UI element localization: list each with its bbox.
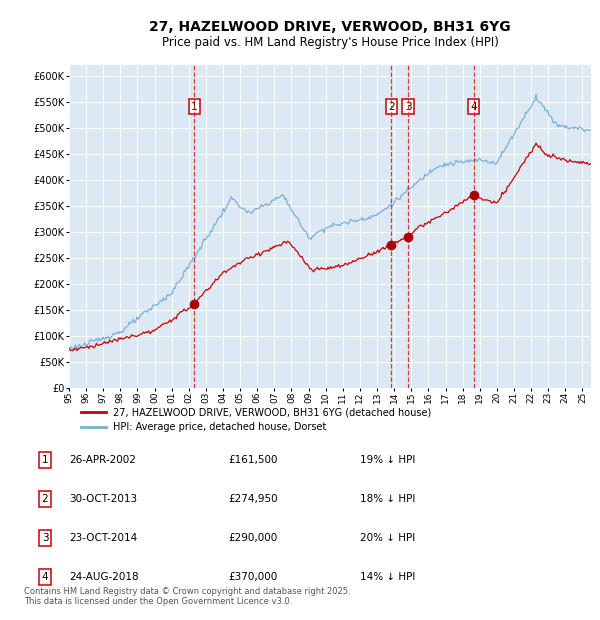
- Text: £290,000: £290,000: [228, 533, 277, 543]
- Text: 14% ↓ HPI: 14% ↓ HPI: [360, 572, 415, 582]
- Text: 23-OCT-2014: 23-OCT-2014: [69, 533, 137, 543]
- Text: Price paid vs. HM Land Registry's House Price Index (HPI): Price paid vs. HM Land Registry's House …: [161, 36, 499, 48]
- Text: £274,950: £274,950: [228, 494, 278, 504]
- Text: 27, HAZELWOOD DRIVE, VERWOOD, BH31 6YG: 27, HAZELWOOD DRIVE, VERWOOD, BH31 6YG: [149, 20, 511, 33]
- Text: 2: 2: [388, 102, 395, 112]
- Text: £370,000: £370,000: [228, 572, 277, 582]
- Text: 4: 4: [41, 572, 49, 582]
- Text: 30-OCT-2013: 30-OCT-2013: [69, 494, 137, 504]
- Text: 26-APR-2002: 26-APR-2002: [69, 455, 136, 465]
- Text: 1: 1: [191, 102, 197, 112]
- Text: 3: 3: [41, 533, 49, 543]
- Text: Contains HM Land Registry data © Crown copyright and database right 2025.
This d: Contains HM Land Registry data © Crown c…: [24, 587, 350, 606]
- Text: 19% ↓ HPI: 19% ↓ HPI: [360, 455, 415, 465]
- Text: 2: 2: [41, 494, 49, 504]
- Text: 1: 1: [41, 455, 49, 465]
- Text: 18% ↓ HPI: 18% ↓ HPI: [360, 494, 415, 504]
- Text: 24-AUG-2018: 24-AUG-2018: [69, 572, 139, 582]
- Text: 4: 4: [470, 102, 477, 112]
- Legend: 27, HAZELWOOD DRIVE, VERWOOD, BH31 6YG (detached house), HPI: Average price, det: 27, HAZELWOOD DRIVE, VERWOOD, BH31 6YG (…: [77, 404, 436, 436]
- Text: 3: 3: [405, 102, 412, 112]
- Text: 20% ↓ HPI: 20% ↓ HPI: [360, 533, 415, 543]
- Text: £161,500: £161,500: [228, 455, 277, 465]
